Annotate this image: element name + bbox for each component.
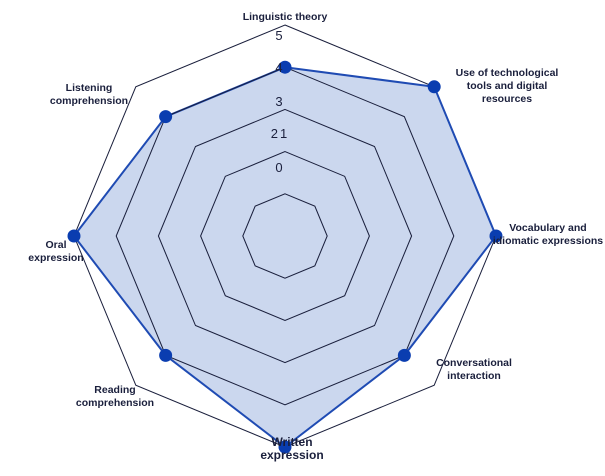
series-area [72, 66, 498, 449]
data-point-6 [67, 229, 81, 243]
axis-label-line: comprehension [50, 95, 128, 107]
grid-ring-overlay-4 [115, 66, 455, 406]
axis-label-7: Listening comprehension [50, 82, 128, 107]
axis-label-3: Conversational interaction [436, 357, 512, 382]
data-point-7 [159, 110, 173, 124]
data-point-2 [489, 229, 503, 243]
axis-label-line: interaction [447, 370, 501, 382]
axis-label-5: Reading comprehension [76, 384, 154, 409]
axis-label-4: Written expression [260, 435, 323, 462]
axis-label-line: Conversational [436, 357, 512, 369]
data-point-1 [427, 80, 441, 94]
tick-label-0: 0 [275, 160, 282, 175]
axis-label-0: Linguistic theory [243, 11, 328, 23]
axis-label-line: idiomatic expressions [493, 235, 603, 247]
radar-axis-labels: Linguistic theory Use of technological too… [28, 11, 603, 462]
axis-label-line: resources [482, 93, 532, 105]
tick-label-1: 1 [280, 126, 287, 141]
axis-label-line: Listening [66, 82, 113, 94]
axis-label-6: Oral expression [28, 239, 83, 264]
axis-label-line: tools and digital [467, 80, 548, 92]
axis-label-line: Written [271, 435, 312, 449]
axis-label-line: Use of technological [456, 67, 559, 79]
axis-label-line: Reading [94, 384, 135, 396]
axis-label-1: Use of technological tools and digital res… [456, 67, 559, 105]
radar-series [67, 60, 503, 454]
data-point-5 [159, 348, 173, 362]
axis-label-line: Oral [45, 239, 66, 251]
grid-ring-overlay-1 [242, 193, 328, 279]
tick-label-5: 5 [275, 28, 282, 43]
data-point-3 [397, 348, 411, 362]
axis-label-line: Linguistic theory [243, 11, 328, 23]
grid-ring-overlay-3 [157, 108, 413, 364]
tick-label-3: 3 [275, 94, 282, 109]
axis-label-line: Vocabulary and [509, 222, 586, 234]
radar-tick-labels: 0 12 3 4 5 [271, 28, 287, 175]
tick-label-4: 4 [275, 60, 282, 75]
data-point-4 [278, 440, 292, 454]
grid-ring-overlay-2 [200, 151, 370, 321]
axis-label-2: Vocabulary and idiomatic expressions [493, 222, 603, 247]
axis-label-line: expression [28, 252, 83, 264]
axis-label-line: comprehension [76, 397, 154, 409]
axis-label-line: expression [260, 448, 323, 462]
data-point-0 [278, 60, 292, 74]
tick-label-2: 2 [271, 126, 278, 141]
